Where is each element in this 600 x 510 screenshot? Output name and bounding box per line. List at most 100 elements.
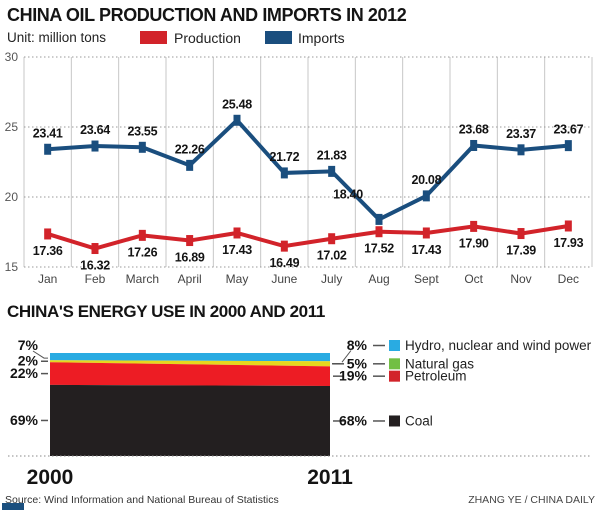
data-point-marker xyxy=(44,143,52,155)
y-tick-label: 20 xyxy=(5,190,19,204)
value-label: 17.36 xyxy=(33,244,63,258)
value-label: 23.41 xyxy=(33,126,63,140)
y-axis: 30 25 20 15 xyxy=(5,50,592,274)
value-label: 23.55 xyxy=(127,124,157,138)
legend-label: Coal xyxy=(405,413,433,428)
x-tick-label: Jan xyxy=(38,272,57,286)
data-point-marker xyxy=(138,141,146,153)
right-percent-label: 19% xyxy=(339,368,368,384)
value-label: 17.93 xyxy=(553,236,583,250)
production-series: 17.36 16.32 17.26 16.89 17.43 16.49 17.02 17.52… xyxy=(33,220,584,273)
data-point-marker xyxy=(138,229,146,241)
right-percent-label: 68% xyxy=(339,412,368,428)
label-connector xyxy=(32,350,48,359)
oil-line-chart: 30 25 20 15 Jan Feb March April May June July Aug Se… xyxy=(5,50,593,286)
imports-swatch xyxy=(265,31,292,44)
oil-chart-title: CHINA OIL PRODUCTION AND IMPORTS IN 2012 xyxy=(7,5,407,25)
x-tick-label: Dec xyxy=(558,272,579,286)
left-percent-labels: 7%2%22% 69% xyxy=(10,337,48,428)
value-label: 23.67 xyxy=(553,123,583,137)
oil-chart-legend: Unit: million tons Production Imports xyxy=(0,29,600,47)
data-point-marker xyxy=(328,165,336,177)
legend-label: Hydro, nuclear and wind power xyxy=(405,338,592,353)
right-percent-label: 8% xyxy=(347,337,368,353)
x-tick-label: Oct xyxy=(464,272,483,286)
blue-corner-box xyxy=(2,503,24,510)
legend-label: Petroleum xyxy=(405,369,467,384)
data-point-marker xyxy=(375,226,383,238)
legend-swatch-petroleum xyxy=(389,370,400,382)
data-point-marker xyxy=(186,159,194,171)
value-label: 17.43 xyxy=(411,243,441,257)
imports-series: 23.41 23.64 23.55 22.26 25.48 21.72 21.83 18.40… xyxy=(33,97,584,225)
data-point-marker xyxy=(422,227,430,239)
data-point-marker xyxy=(91,140,99,152)
area-band-hydro-nuclear-and-wind-power xyxy=(50,353,330,362)
data-point-marker xyxy=(470,220,478,232)
right-percent-label: 5% xyxy=(347,355,368,371)
x-tick-label: May xyxy=(226,272,249,286)
y-tick-label: 30 xyxy=(5,50,19,64)
footer: Source: Wind Information and National Bu… xyxy=(0,492,600,506)
x-tick-label: July xyxy=(321,272,342,286)
value-label: 17.02 xyxy=(317,249,347,263)
left-percent-label: 22% xyxy=(10,365,39,381)
imports-line xyxy=(47,117,569,222)
value-label: 25.48 xyxy=(222,97,252,111)
year-label-2000: 2000 xyxy=(27,466,74,489)
left-percent-label: 69% xyxy=(10,412,39,428)
production-legend-label: Production xyxy=(174,30,241,46)
value-label: 17.26 xyxy=(127,245,157,259)
year-label-2011: 2011 xyxy=(307,466,353,489)
value-label: 18.40 xyxy=(333,187,363,201)
data-point-marker xyxy=(470,139,478,151)
area-band-petroleum xyxy=(50,362,330,386)
x-tick-label: Feb xyxy=(85,272,106,286)
data-point-marker xyxy=(564,220,572,232)
data-point-marker xyxy=(517,228,525,240)
value-label: 17.43 xyxy=(222,243,252,257)
value-label: 20.08 xyxy=(411,173,441,187)
data-point-marker xyxy=(328,233,336,245)
source-text: Source: Wind Information and National Bu… xyxy=(5,494,279,506)
imports-legend-label: Imports xyxy=(298,30,345,46)
value-label: 16.89 xyxy=(175,251,205,265)
data-point-marker xyxy=(564,140,572,152)
x-tick-label: Nov xyxy=(510,272,531,286)
value-label: 17.90 xyxy=(459,236,489,250)
legend: 8% Hydro, nuclear and wind power 5% Natural… xyxy=(332,337,592,428)
stacked-area xyxy=(50,353,330,456)
production-line xyxy=(47,224,569,251)
y-tick-label: 15 xyxy=(5,260,19,274)
x-tick-label: March xyxy=(126,272,159,286)
left-percent-label: 2% xyxy=(18,353,39,369)
credit-text: ZHANG YE / CHINA DAILY xyxy=(468,494,595,506)
data-point-marker xyxy=(280,167,288,179)
legend-swatch-natural-gas xyxy=(389,358,400,370)
energy-area-chart: 7%2%22% 69% 8% Hydro, nuclear and wind powe… xyxy=(8,337,592,489)
data-point-marker xyxy=(91,243,99,255)
value-label: 17.52 xyxy=(364,242,394,256)
value-label: 22.26 xyxy=(175,142,205,156)
data-point-marker xyxy=(375,213,383,225)
production-swatch xyxy=(140,31,167,44)
x-tick-label: April xyxy=(178,272,202,286)
value-label: 23.37 xyxy=(506,127,536,141)
value-label: 21.83 xyxy=(317,148,347,162)
x-tick-label: Sept xyxy=(414,272,439,286)
legend-swatch-coal xyxy=(389,415,400,427)
data-point-marker xyxy=(186,235,194,247)
value-label: 16.32 xyxy=(80,259,110,273)
data-point-marker xyxy=(44,228,52,240)
data-point-marker xyxy=(280,240,288,252)
area-band-natural-gas xyxy=(50,360,330,367)
left-percent-label: 7% xyxy=(18,337,39,353)
unit-label: Unit: million tons xyxy=(7,30,107,45)
value-label: 23.64 xyxy=(80,123,110,137)
y-tick-label: 25 xyxy=(5,120,19,134)
label-connector xyxy=(341,350,352,363)
value-label: 21.72 xyxy=(269,150,299,164)
data-point-marker xyxy=(233,114,241,126)
legend-swatch-hydro-nuclear-and-wind-power xyxy=(389,340,400,351)
